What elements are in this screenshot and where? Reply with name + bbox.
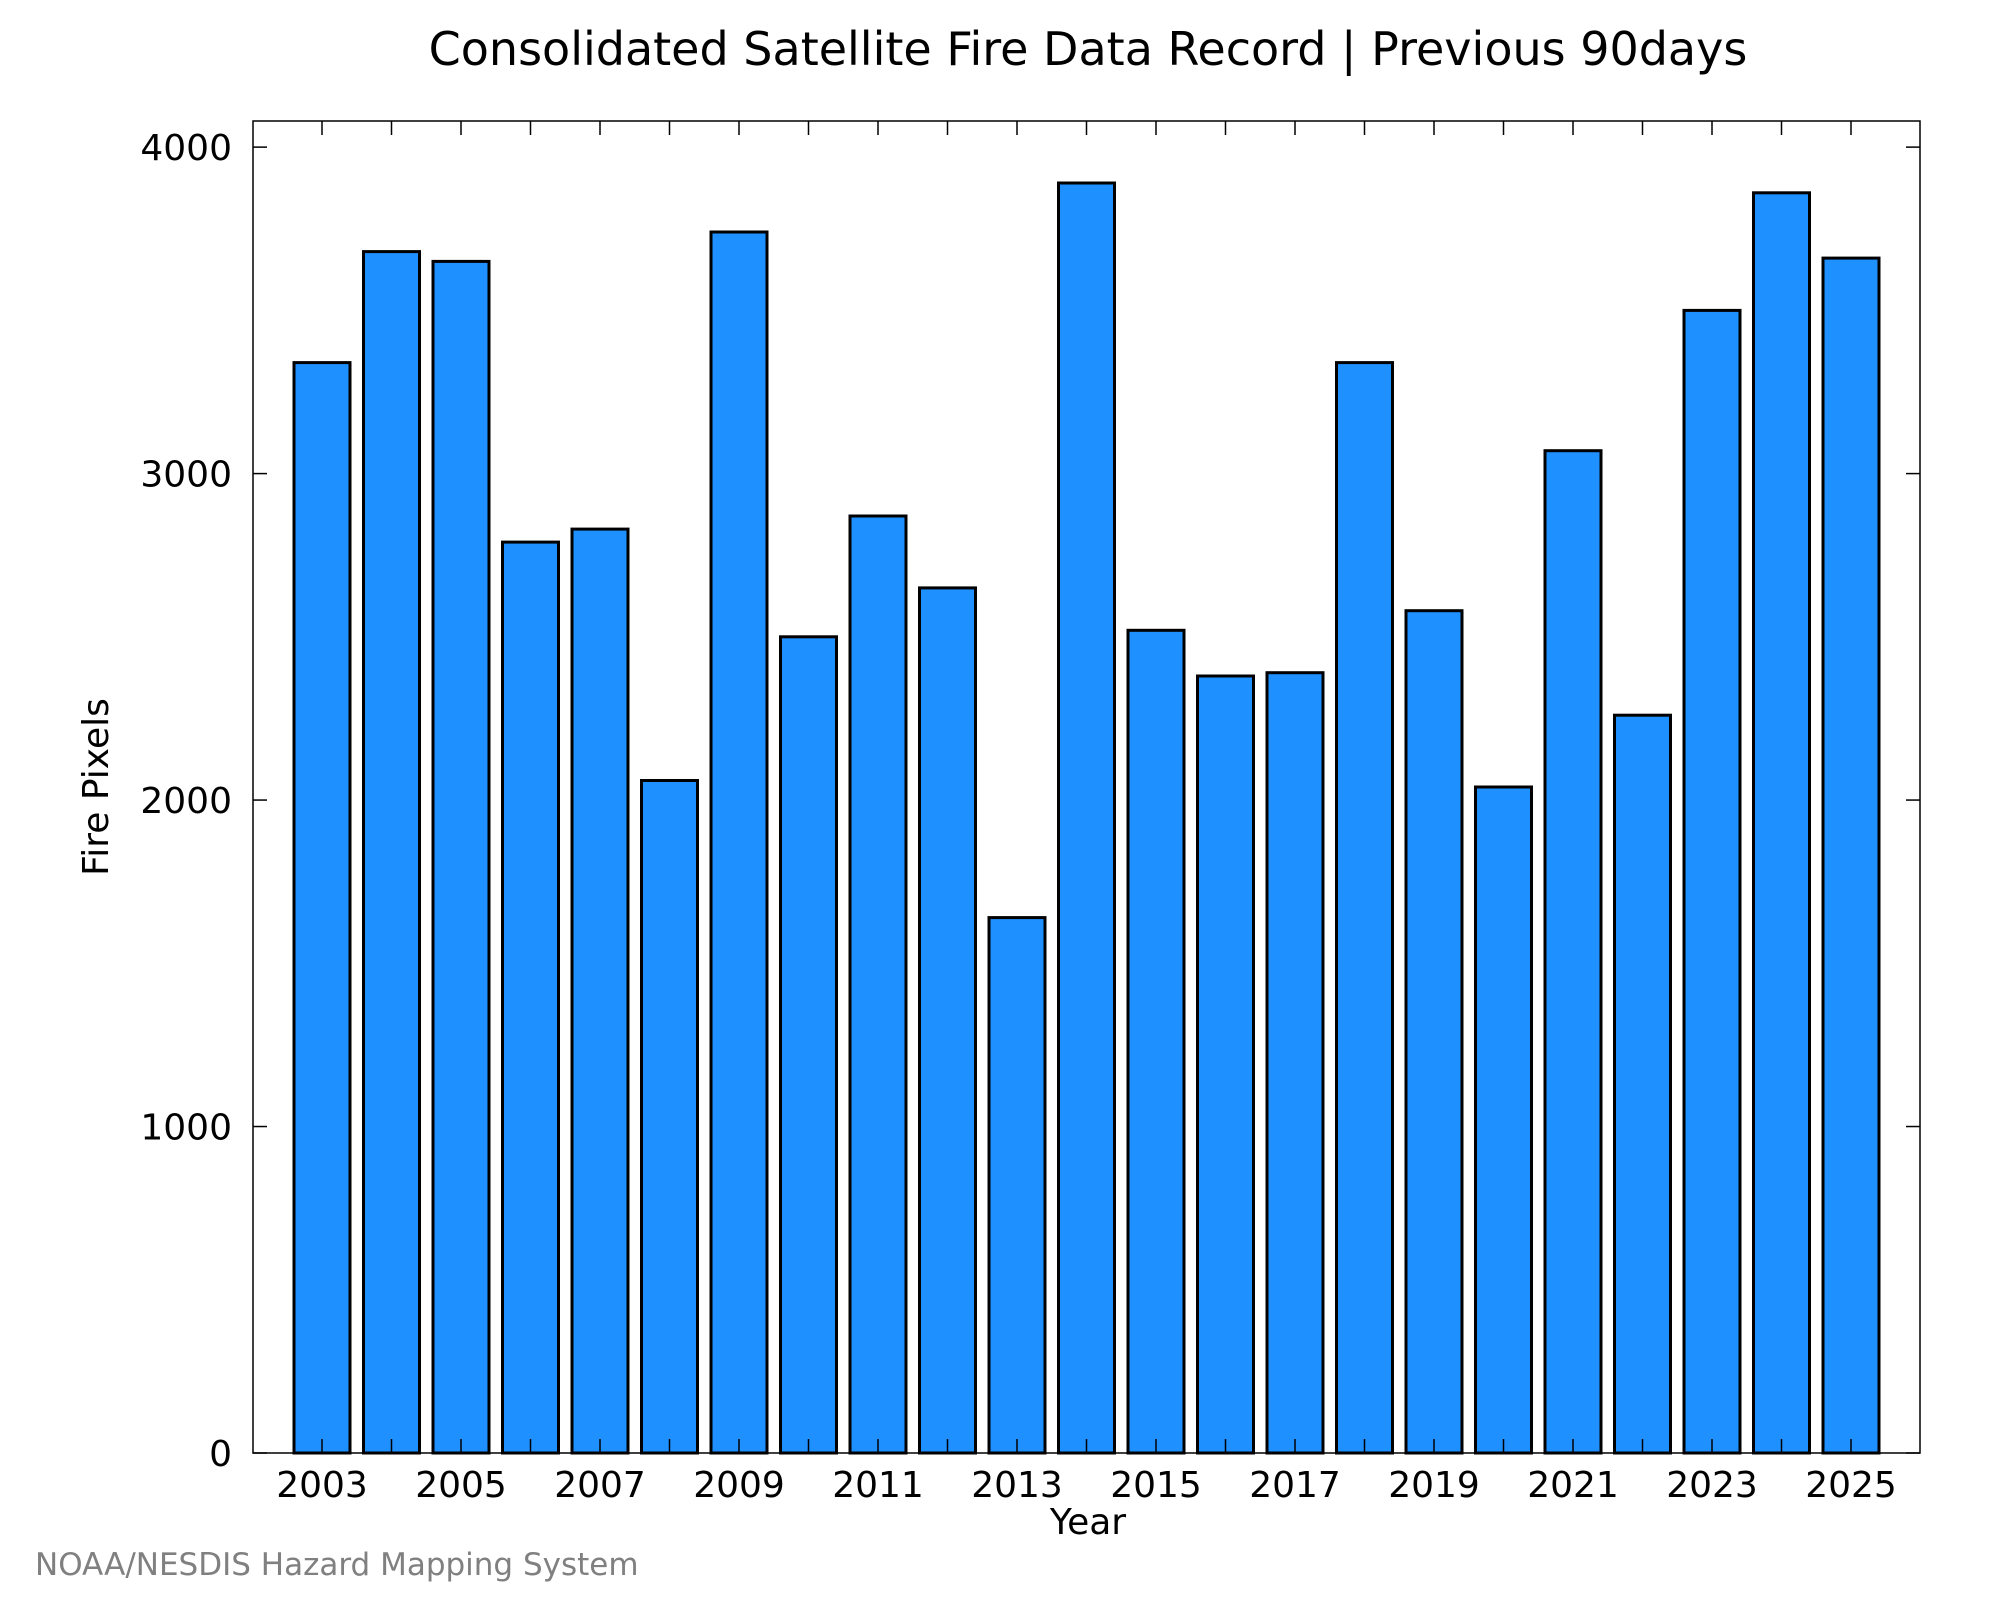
y-axis-label: Fire Pixels	[76, 698, 117, 876]
bar-2025	[1821, 256, 1881, 1455]
bars-group	[292, 181, 1881, 1455]
bar-2015	[1126, 628, 1186, 1455]
credit-text: NOAA/NESDIS Hazard Mapping System	[35, 1547, 639, 1583]
x-tick-label-2005: 2005	[415, 1465, 507, 1506]
bar-2016	[1196, 674, 1255, 1455]
y-tick-label-0: 0	[209, 1434, 232, 1475]
bar-2010	[779, 635, 838, 1455]
bar-2008	[640, 779, 699, 1455]
bar-2024	[1752, 191, 1811, 1455]
bar-2019	[1404, 609, 1464, 1455]
y-tick-label-4000: 4000	[140, 128, 232, 169]
chart-title: Consolidated Satellite Fire Data Record …	[429, 22, 1748, 77]
bar-2017	[1265, 671, 1325, 1455]
bar-2014	[1057, 181, 1116, 1455]
bar-2005	[431, 259, 491, 1455]
bar-2006	[501, 540, 560, 1455]
tick-labels-group: 2003 2005 2007 2009 2011 2013 2015 2017 2019 2021…	[140, 128, 1896, 1506]
bar-2020	[1474, 785, 1533, 1455]
bar-2009	[709, 230, 769, 1455]
x-tick-label-2003: 2003	[276, 1465, 368, 1506]
x-axis-label: Year	[1049, 1502, 1126, 1543]
bar-2021	[1543, 449, 1603, 1455]
x-tick-label-2009: 2009	[693, 1465, 785, 1506]
bar-2011	[848, 514, 908, 1455]
bar-2003	[292, 361, 352, 1455]
x-tick-label-2025: 2025	[1805, 1465, 1897, 1506]
x-tick-label-2011: 2011	[832, 1465, 924, 1506]
x-tick-label-2021: 2021	[1527, 1465, 1619, 1506]
x-tick-label-2017: 2017	[1249, 1465, 1341, 1506]
y-tick-label-3000: 3000	[140, 455, 232, 496]
y-tick-label-1000: 1000	[140, 1108, 232, 1149]
x-tick-label-2007: 2007	[554, 1465, 646, 1506]
bar-2023	[1682, 308, 1742, 1455]
bar-2007	[570, 527, 630, 1455]
bar-2022	[1613, 713, 1672, 1455]
y-tick-label-2000: 2000	[140, 781, 232, 822]
x-tick-label-2023: 2023	[1666, 1465, 1758, 1506]
bar-2012	[918, 586, 977, 1455]
bar-2004	[362, 250, 421, 1455]
ticks-group	[253, 121, 1920, 1454]
x-tick-label-2015: 2015	[1110, 1465, 1202, 1506]
x-tick-label-2019: 2019	[1388, 1465, 1480, 1506]
bar-2013	[987, 916, 1047, 1455]
x-tick-label-2013: 2013	[971, 1465, 1063, 1506]
bar-2018	[1335, 361, 1394, 1455]
